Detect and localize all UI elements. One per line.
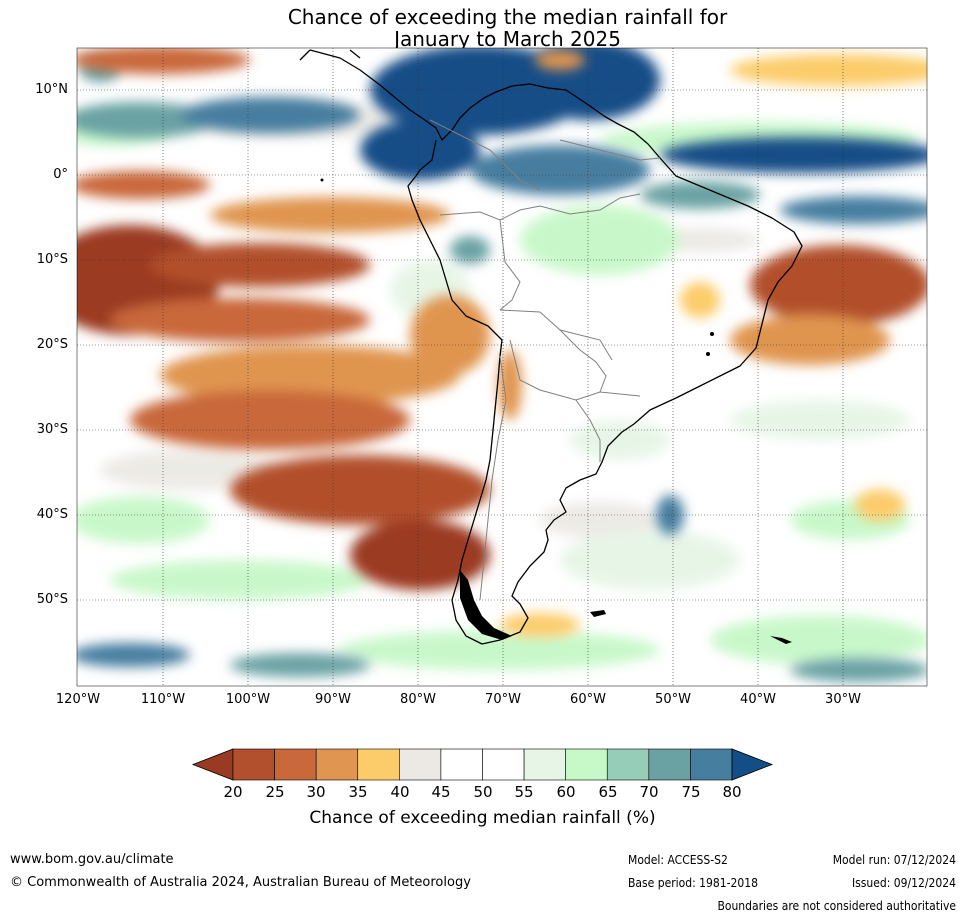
lon-label-100w: 100°W (225, 692, 271, 707)
lon-label-80w: 80°W (400, 692, 436, 707)
colorbar-tick-20: 20 (223, 783, 243, 801)
lon-label-30w: 30°W (825, 692, 861, 707)
lat-label-20s: 20°S (36, 337, 68, 352)
boundaries-note: Boundaries are not considered authoritat… (717, 899, 956, 913)
colorbar (191, 748, 774, 781)
colorbar-tick-45: 45 (431, 783, 451, 801)
colorbar-title: Chance of exceeding median rainfall (%) (309, 808, 656, 828)
colorbar-swatch (274, 748, 317, 781)
model-run-date: Model run: 07/12/2024 (832, 853, 956, 867)
colorbar-swatch (565, 748, 608, 781)
colorbar-swatch (523, 748, 566, 781)
lat-label-10n: 10°N (35, 82, 68, 97)
colorbar-swatch (690, 748, 733, 781)
model-name: Model: ACCESS-S2 (628, 853, 728, 867)
graticule (77, 48, 927, 686)
colorbar-swatch (440, 748, 483, 781)
colorbar-tick-80: 80 (722, 783, 742, 801)
lon-label-60w: 60°W (570, 692, 606, 707)
colorbar-tick-75: 75 (681, 783, 701, 801)
colorbar-tick-65: 65 (598, 783, 618, 801)
lat-label-40s: 40°S (36, 507, 68, 522)
colorbar-swatch (482, 748, 525, 781)
lon-label-40w: 40°W (740, 692, 776, 707)
colorbar-swatch (399, 748, 442, 781)
colorbar-tick-60: 60 (556, 783, 576, 801)
lat-label-50s: 50°S (36, 592, 68, 607)
rainfall-field (77, 48, 927, 686)
map-title-line1: Chance of exceeding the median rainfall … (287, 5, 728, 29)
coastline (299, 49, 803, 645)
lat-label-30s: 30°S (36, 422, 68, 437)
colorbar-swatch (357, 748, 400, 781)
colorbar-tick-40: 40 (390, 783, 410, 801)
colorbar-swatch (315, 748, 359, 781)
lon-label-90w: 90°W (315, 692, 351, 707)
lon-label-120w: 120°W (55, 692, 101, 707)
colorbar-tick-50: 50 (473, 783, 493, 801)
base-period: Base period: 1981-2018 (628, 876, 759, 890)
colorbar-tick-25: 25 (265, 783, 285, 801)
islands (320, 178, 792, 644)
colorbar-swatch (606, 748, 650, 781)
lon-label-70w: 70°W (485, 692, 521, 707)
lat-label-10s: 10°S (36, 252, 68, 267)
colorbar-tick-30: 30 (306, 783, 326, 801)
colorbar-tick-55: 55 (514, 783, 534, 801)
website-link[interactable]: www.bom.gov.au/climate (10, 852, 174, 867)
issued-date: Issued: 09/12/2024 (851, 876, 956, 890)
map-title-line2: January to March 2025 (394, 27, 621, 51)
lat-label-0: 0° (53, 167, 68, 182)
copyright-text: © Commonwealth of Australia 2024, Austra… (10, 875, 471, 890)
colorbar-extend-low (191, 748, 234, 781)
colorbar-swatch (648, 748, 691, 781)
colorbar-tick-70: 70 (639, 783, 659, 801)
lon-label-50w: 50°W (655, 692, 691, 707)
country-borders (429, 119, 661, 601)
colorbar-swatch (232, 748, 275, 781)
colorbar-extend-high (731, 748, 774, 781)
lon-label-110w: 110°W (140, 692, 186, 707)
colorbar-tick-35: 35 (348, 783, 368, 801)
